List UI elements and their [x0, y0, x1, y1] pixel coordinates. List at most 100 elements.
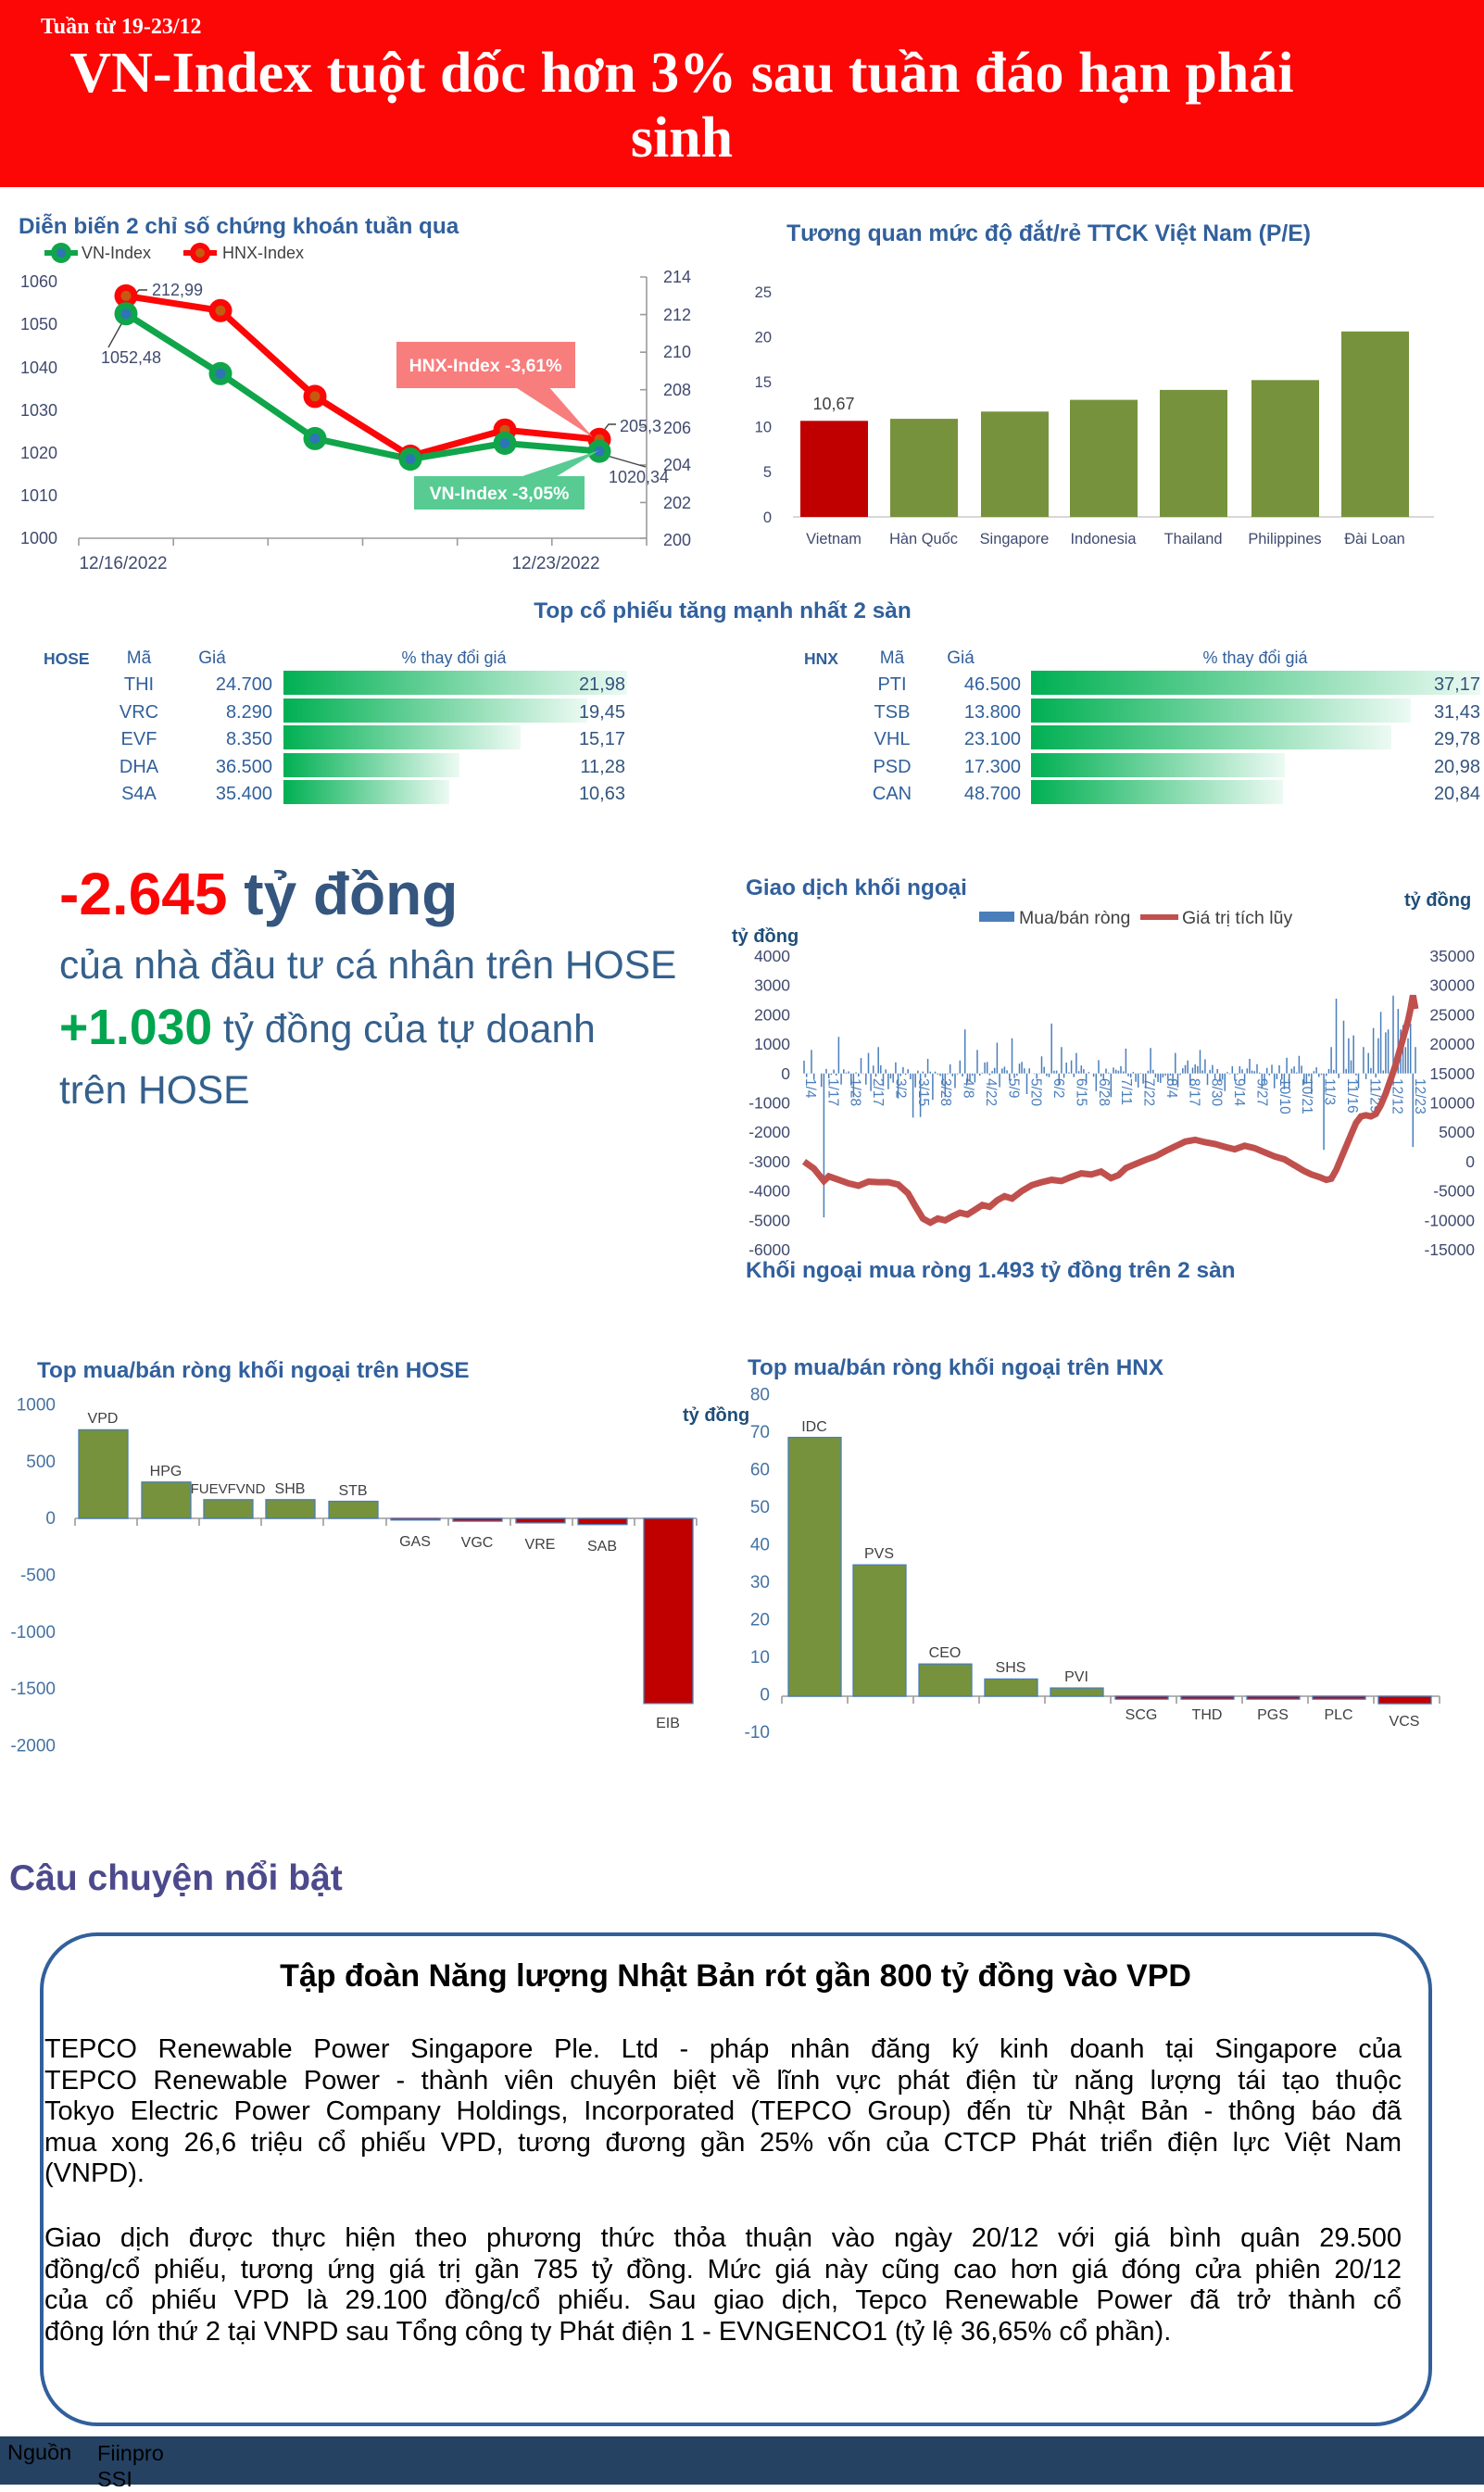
svg-text:214: 214	[663, 268, 691, 286]
svg-text:VN-Index -3,05%: VN-Index -3,05%	[430, 484, 570, 504]
svg-text:30000: 30000	[1429, 976, 1475, 995]
svg-text:Diễn biến 2 chỉ số chứng khoán: Diễn biến 2 chỉ số chứng khoán tuần qua	[19, 213, 459, 239]
svg-text:60: 60	[750, 1461, 770, 1480]
svg-text:208: 208	[663, 381, 691, 399]
svg-text:HNX-Index: HNX-Index	[222, 244, 304, 262]
svg-text:4/8: 4/8	[961, 1078, 976, 1099]
svg-text:50: 50	[750, 1498, 770, 1517]
svg-text:7/11: 7/11	[1118, 1078, 1134, 1105]
svg-text:12/23: 12/23	[1412, 1078, 1427, 1114]
svg-text:HNX-Index -3,61%: HNX-Index -3,61%	[409, 356, 562, 376]
svg-text:1050: 1050	[20, 315, 57, 334]
svg-text:PGS: PGS	[1257, 1707, 1289, 1723]
svg-text:-6000: -6000	[748, 1240, 790, 1259]
svg-text:25: 25	[755, 284, 772, 301]
svg-text:5/9: 5/9	[1005, 1078, 1021, 1099]
svg-text:205,3: 205,3	[620, 417, 661, 435]
svg-text:212: 212	[663, 306, 691, 324]
svg-text:10/10: 10/10	[1276, 1078, 1292, 1114]
svg-text:8/30: 8/30	[1209, 1078, 1225, 1107]
svg-text:0: 0	[1465, 1152, 1475, 1171]
svg-text:1/28: 1/28	[848, 1078, 863, 1106]
svg-text:9/14: 9/14	[1231, 1078, 1247, 1107]
svg-text:Hàn Quốc: Hàn Quốc	[889, 531, 958, 547]
svg-text:10: 10	[755, 420, 772, 436]
svg-text:Top mua/bán ròng khối ngoại tr: Top mua/bán ròng khối ngoại trên HOSE	[37, 1358, 470, 1383]
svg-text:202: 202	[663, 494, 691, 512]
svg-text:Indonesia: Indonesia	[1070, 531, 1137, 547]
svg-text:EIB: EIB	[656, 1716, 680, 1731]
svg-text:10,67: 10,67	[812, 395, 854, 413]
svg-text:-500: -500	[20, 1567, 56, 1586]
svg-text:-2000: -2000	[748, 1123, 790, 1141]
svg-text:2000: 2000	[754, 1005, 790, 1024]
svg-text:12/12: 12/12	[1390, 1078, 1405, 1114]
svg-text:3000: 3000	[754, 976, 790, 995]
svg-text:12/16/2022: 12/16/2022	[79, 554, 167, 573]
svg-text:Singapore: Singapore	[980, 531, 1050, 547]
svg-text:1/17: 1/17	[824, 1078, 840, 1106]
svg-text:tỷ đồng: tỷ đồng	[683, 1405, 749, 1426]
svg-text:25000: 25000	[1429, 1005, 1475, 1024]
svg-text:12/23/2022: 12/23/2022	[511, 554, 599, 573]
svg-text:6/15: 6/15	[1073, 1078, 1088, 1106]
svg-text:-15000: -15000	[1425, 1240, 1476, 1259]
svg-text:Giá trị tích lũy: Giá trị tích lũy	[1182, 908, 1292, 928]
svg-text:-1000: -1000	[10, 1623, 56, 1642]
svg-text:4/22: 4/22	[983, 1078, 999, 1106]
svg-text:1040: 1040	[20, 359, 57, 377]
svg-text:GAS: GAS	[399, 1534, 431, 1550]
svg-text:70: 70	[750, 1423, 770, 1442]
svg-text:Vietnam: Vietnam	[806, 531, 861, 547]
svg-text:210: 210	[663, 343, 691, 361]
svg-text:VGC: VGC	[461, 1535, 494, 1551]
svg-text:35000: 35000	[1429, 947, 1475, 965]
svg-text:5: 5	[763, 464, 772, 481]
svg-text:-1000: -1000	[748, 1094, 790, 1113]
svg-text:1010: 1010	[20, 486, 57, 505]
svg-text:Khối ngoại mua ròng 1.493 tỷ đ: Khối ngoại mua ròng 1.493 tỷ đồng trên 2…	[746, 1258, 1236, 1283]
svg-text:VN-Index: VN-Index	[82, 244, 151, 262]
svg-text:30: 30	[750, 1573, 770, 1592]
svg-text:8/4: 8/4	[1163, 1078, 1179, 1099]
svg-text:-5000: -5000	[748, 1211, 790, 1229]
svg-text:6/2: 6/2	[1050, 1078, 1066, 1099]
svg-text:80: 80	[750, 1386, 770, 1405]
svg-text:Thailand: Thailand	[1164, 531, 1223, 547]
svg-text:3/28: 3/28	[937, 1078, 953, 1106]
svg-text:HPG: HPG	[150, 1464, 182, 1479]
svg-text:STB: STB	[338, 1483, 367, 1499]
svg-text:3/2: 3/2	[893, 1078, 909, 1099]
svg-text:1000: 1000	[17, 1396, 56, 1416]
svg-text:4000: 4000	[754, 947, 790, 965]
svg-text:SCG: SCG	[1126, 1707, 1158, 1723]
svg-text:1020: 1020	[20, 444, 57, 462]
svg-text:200: 200	[663, 531, 691, 549]
svg-text:tỷ đồng: tỷ đồng	[1404, 890, 1471, 911]
svg-text:15: 15	[755, 374, 772, 391]
svg-text:1000: 1000	[20, 529, 57, 547]
svg-text:15000: 15000	[1429, 1064, 1475, 1083]
svg-text:SHS: SHS	[996, 1660, 1026, 1676]
svg-text:1000: 1000	[754, 1035, 790, 1053]
svg-text:PLC: PLC	[1324, 1707, 1352, 1723]
svg-text:10: 10	[750, 1648, 770, 1668]
svg-text:7/22: 7/22	[1141, 1078, 1157, 1106]
svg-text:SAB: SAB	[587, 1539, 617, 1554]
svg-text:Đài Loan: Đài Loan	[1344, 531, 1405, 547]
svg-text:204: 204	[663, 456, 691, 474]
svg-text:5/20: 5/20	[1028, 1078, 1044, 1107]
svg-text:2/17: 2/17	[870, 1078, 886, 1106]
svg-text:11/3: 11/3	[1322, 1078, 1338, 1105]
svg-text:0: 0	[763, 510, 772, 526]
svg-text:tỷ đồng: tỷ đồng	[732, 926, 799, 947]
svg-text:1052,48: 1052,48	[101, 348, 161, 367]
svg-text:-4000: -4000	[748, 1182, 790, 1201]
svg-text:SHB: SHB	[275, 1481, 306, 1497]
svg-text:-10000: -10000	[1425, 1211, 1476, 1229]
svg-text:FUEVFVND: FUEVFVND	[191, 1481, 266, 1497]
svg-text:500: 500	[26, 1453, 56, 1472]
svg-text:CEO: CEO	[929, 1645, 962, 1661]
svg-text:0: 0	[760, 1686, 770, 1705]
svg-text:20: 20	[750, 1611, 770, 1630]
